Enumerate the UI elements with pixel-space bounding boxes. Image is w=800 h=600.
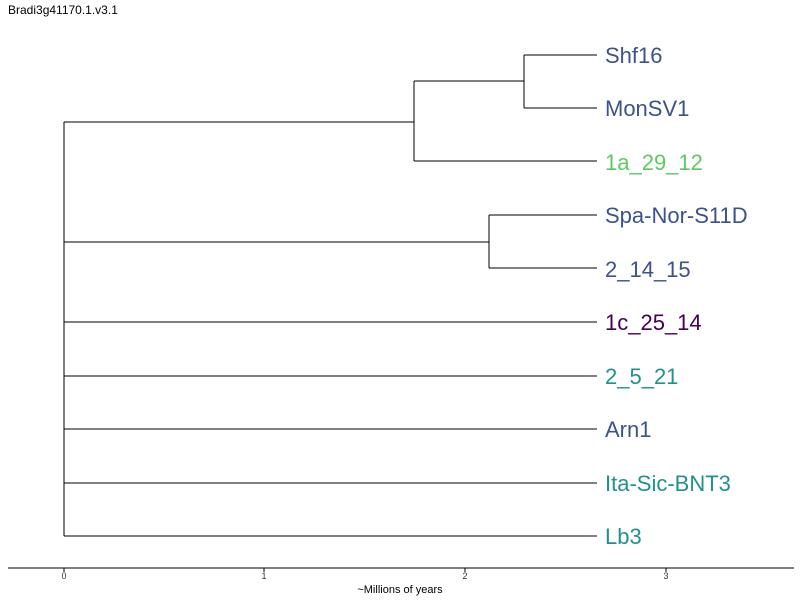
- axis-tick-label-0: 0: [61, 571, 66, 581]
- tip-label-ita-sic-bnt3: Ita-Sic-BNT3: [605, 471, 731, 496]
- tip-label-monsv1: MonSV1: [605, 96, 689, 121]
- tip-label-shf16: Shf16: [605, 43, 663, 68]
- tip-label-2-14-15: 2_14_15: [605, 257, 691, 282]
- tree-branches: [63, 54, 597, 537]
- tip-label-1c-25-14: 1c_25_14: [605, 310, 702, 335]
- tip-label-arn1: Arn1: [605, 417, 651, 442]
- tip-label-1a-29-12: 1a_29_12: [605, 150, 703, 175]
- axis-title: ~Millions of years: [357, 584, 443, 596]
- tip-labels: Shf16 MonSV1 1a_29_12 Spa-Nor-S11D 2_14_…: [605, 43, 748, 549]
- time-axis: 0 1 2 3 ~Millions of years: [8, 567, 794, 596]
- axis-tick-label-2: 2: [462, 571, 467, 581]
- tip-label-lb3: Lb3: [605, 524, 642, 549]
- tip-label-spa-nor-s11d: Spa-Nor-S11D: [605, 203, 748, 228]
- tip-label-2-5-21: 2_5_21: [605, 364, 678, 389]
- axis-tick-label-1: 1: [261, 571, 266, 581]
- page-title: Bradi3g41170.1.v3.1: [8, 3, 118, 17]
- axis-tick-label-3: 3: [663, 571, 668, 581]
